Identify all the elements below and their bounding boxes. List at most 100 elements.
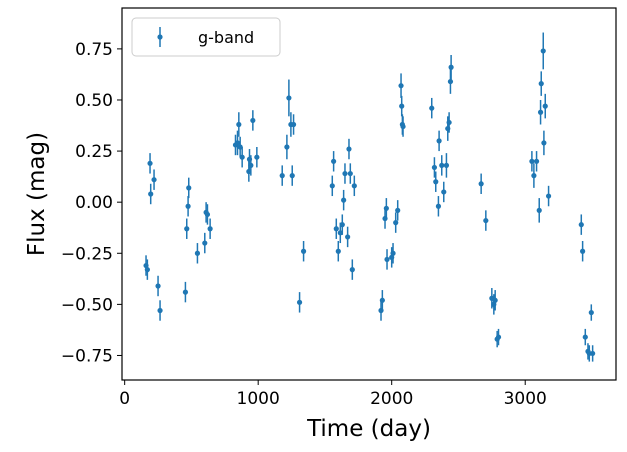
legend-box: [131, 17, 281, 57]
data-point: [234, 140, 241, 146]
data-point: [531, 173, 537, 179]
data-point: [439, 162, 445, 168]
data-point: [446, 119, 452, 126]
data-point: [248, 162, 254, 168]
data-point: [478, 181, 484, 187]
data-point: [250, 117, 256, 124]
y-tick-label: −0.50: [61, 295, 113, 315]
data-point: [429, 105, 435, 111]
data-point: [341, 197, 347, 203]
data-point: [148, 191, 154, 197]
legend-point-marker: [157, 34, 163, 40]
data-point: [588, 309, 594, 316]
data-point: [182, 289, 189, 295]
data-point: [393, 220, 399, 226]
axis-ticks: 0 1000 2000 3000 −0.75 −0.50 −0.25 0.00 0.25 0.50…: [61, 40, 547, 409]
plot-frame: [121, 7, 617, 381]
x-tick-label: 1000: [237, 389, 280, 409]
data-point: [536, 207, 542, 213]
data-point: [300, 248, 307, 254]
data-point: [147, 160, 153, 166]
data-point: [151, 177, 157, 183]
data-point: [204, 211, 211, 218]
y-tick-label: 0.75: [75, 40, 113, 60]
data-point: [185, 203, 191, 209]
data-point: [207, 226, 213, 232]
data-point: [379, 297, 385, 303]
data-point: [448, 64, 454, 70]
data-point: [399, 103, 405, 109]
data-point: [540, 48, 546, 54]
data-point: [431, 164, 438, 171]
data-point: [492, 297, 498, 303]
data-point: [186, 185, 192, 191]
data-point: [483, 217, 489, 224]
y-tick-label: 0.25: [75, 142, 113, 162]
data-point: [286, 95, 292, 101]
x-tick-label: 3000: [504, 389, 547, 409]
data-point: [578, 222, 584, 228]
data-point: [347, 170, 353, 177]
data-point: [345, 234, 351, 240]
data-point: [202, 240, 208, 246]
x-tick-label: 0: [119, 389, 130, 409]
data-point: [443, 162, 450, 168]
data-point: [342, 170, 348, 177]
legend: g-band: [131, 17, 281, 57]
y-tick-label: −0.75: [61, 346, 113, 366]
plot-area: [122, 8, 616, 380]
data-point: [580, 248, 586, 254]
data-point: [542, 103, 548, 109]
data-point: [441, 189, 447, 195]
data-point: [383, 205, 389, 211]
data-point: [351, 183, 357, 189]
y-axis-label: Flux (mag): [24, 132, 50, 256]
data-point: [436, 138, 442, 144]
x-axis-label: Time (day): [306, 416, 431, 442]
data-point: [194, 250, 201, 256]
data-point: [184, 226, 190, 232]
data-point: [541, 140, 547, 146]
data-point: [333, 226, 339, 232]
data-point: [533, 158, 540, 164]
legend-label: g-band: [198, 28, 254, 47]
data-point: [529, 158, 535, 164]
data-point: [339, 222, 345, 228]
data-point: [349, 267, 355, 273]
data-point: [289, 173, 295, 179]
y-tick-label: 0.00: [75, 193, 113, 213]
data-point: [435, 203, 442, 209]
y-tick-label: −0.25: [61, 244, 113, 264]
data-point: [290, 121, 297, 128]
data-point: [157, 307, 163, 314]
data-point: [538, 81, 544, 87]
data-point: [545, 193, 552, 199]
data-point: [390, 250, 396, 256]
data-point: [447, 78, 454, 85]
data-point: [400, 123, 406, 130]
data-point: [433, 179, 439, 185]
data-point: [346, 146, 352, 152]
data-point: [590, 350, 596, 357]
data-point: [296, 299, 303, 305]
data-series-g-band: [143, 32, 596, 362]
data-point: [279, 173, 285, 179]
data-point: [395, 207, 401, 213]
data-point: [582, 334, 588, 340]
data-point: [284, 144, 290, 150]
data-point: [495, 334, 502, 340]
data-point: [254, 154, 260, 160]
data-point: [239, 154, 245, 160]
data-point: [329, 183, 335, 189]
data-point: [335, 248, 341, 254]
data-point: [236, 121, 242, 128]
y-tick-label: 0.50: [75, 91, 113, 111]
data-point: [331, 158, 337, 164]
x-tick-label: 2000: [370, 389, 413, 409]
data-point: [144, 267, 150, 273]
data-point: [537, 109, 544, 115]
data-point: [155, 283, 161, 289]
data-point: [384, 256, 390, 263]
data-point: [398, 83, 404, 89]
